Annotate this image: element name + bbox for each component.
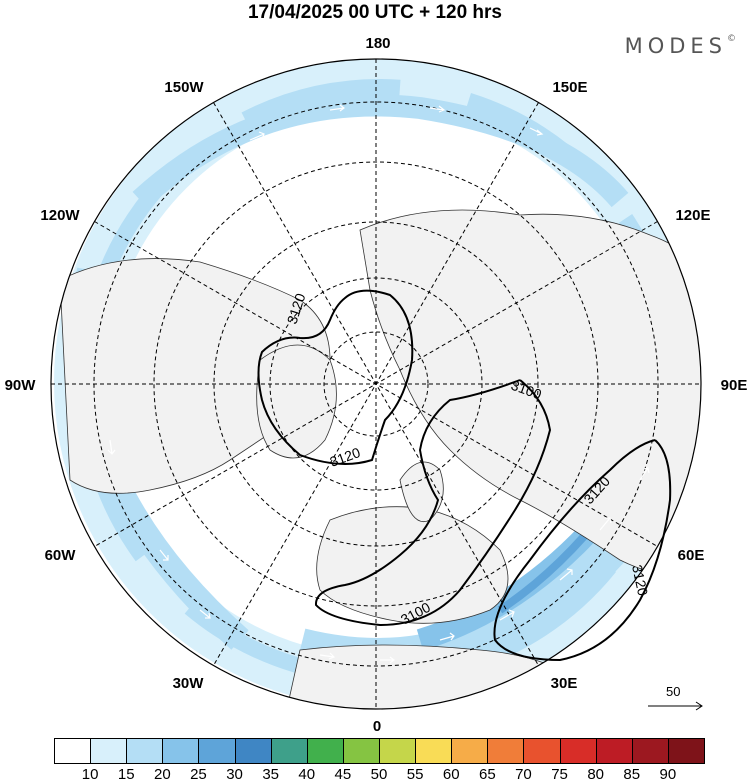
lon-label-180: 180 [365,35,390,52]
legend-swatch [270,738,308,764]
vector-reference-value: 50 [666,684,681,699]
wind-arrow [159,549,169,561]
legend-swatch [379,738,417,764]
legend-tick-label: 10 [81,766,99,783]
legend-swatch [306,738,344,764]
wind-arrow [249,131,265,141]
wind-arrow [107,439,116,455]
legend-tick-label: 80 [587,766,604,783]
legend-tick-label: 65 [478,766,496,783]
wind-vectors [107,104,650,664]
legend-swatch [451,738,489,764]
legend-tick-label: 55 [406,766,424,783]
legend-swatch [54,738,92,764]
contour-3100 [315,379,552,627]
lon-label-30e: 30E [551,675,578,692]
legend-tick-label: 70 [515,766,532,783]
color-legend: 10 15 20 25 30 35 40 45 50 55 60 65 70 75 80 85 90 [54,738,705,783]
lon-label-60w: 60W [45,547,77,564]
legend-tick-label: 45 [334,766,352,783]
height-contours [257,289,672,662]
vector-reference: 50 [646,684,706,714]
wind-arrow [499,609,515,621]
legend-tick-label: 90 [659,766,677,783]
legend-tick-label: 30 [226,766,243,783]
legend-tick-label: 35 [262,766,279,783]
wind-arrow [329,104,345,112]
contour-3120-arctic [257,289,414,465]
wind-arrow [199,609,211,619]
land-greenland [256,344,337,459]
legend-swatch [415,738,453,764]
legend-tick-label: 15 [117,766,135,783]
legend-swatch [198,738,236,764]
polar-map: 3120 3120 3100 3100 3120 3120 180 150E 1… [5,35,748,735]
wind-arrow [559,568,573,581]
legend-tick-label: 85 [623,766,641,783]
legend-tick-label: 50 [370,766,388,783]
legend-swatch [90,738,128,764]
lon-label-90e: 90E [721,377,748,394]
legend-swatch [487,738,525,764]
wind-arrow [439,632,455,641]
legend-swatch [523,738,561,764]
legend-tick-label: 75 [551,766,568,783]
jet-north-band [132,94,629,209]
lon-label-120w: 120W [40,207,80,224]
wind-arrow [429,105,446,113]
legend-tick-label: 20 [153,766,171,783]
wind-arrow [529,127,544,136]
wind-arrow [319,652,336,660]
legend-swatch [234,738,272,764]
map-border [50,58,702,710]
vector-reference-arrow [648,701,703,711]
lon-label-60e: 60E [678,547,705,564]
lon-label-30w: 30W [173,675,205,692]
lon-label-90w: 90W [5,377,37,394]
legend-tick-label: 60 [442,766,460,783]
lon-label-0: 0 [373,718,381,735]
lon-label-150e: 150E [552,79,587,96]
legend-swatch [631,738,669,764]
legend-tick-label: 25 [190,766,207,783]
legend-swatch [342,738,380,764]
legend-swatch [559,738,597,764]
legend-swatch [126,738,164,764]
brand-name: MODES [624,34,727,58]
wind-arrow [639,467,650,481]
legend-swatch [667,738,705,764]
contour-label: 3120 [629,563,651,597]
longitude-labels: 180 150E 120E 90E 60E 30E 0 30W 60W 90W … [5,35,748,735]
meridian-120-300 [94,221,658,547]
copyright-mark: © [727,34,736,44]
brand-logo: MODES© [625,34,736,58]
wind-arrow [599,517,612,531]
legend-swatch [162,738,200,764]
contour-3120-southeast [493,439,672,662]
wind-arrow [380,656,395,664]
graticule [51,59,701,709]
legend-tick-label: 40 [298,766,316,783]
map-title: 17/04/2025 00 UTC + 120 hrs [247,2,503,23]
legend-swatch [595,738,633,764]
lon-label-150w: 150W [164,79,204,96]
lon-label-120e: 120E [675,207,710,224]
